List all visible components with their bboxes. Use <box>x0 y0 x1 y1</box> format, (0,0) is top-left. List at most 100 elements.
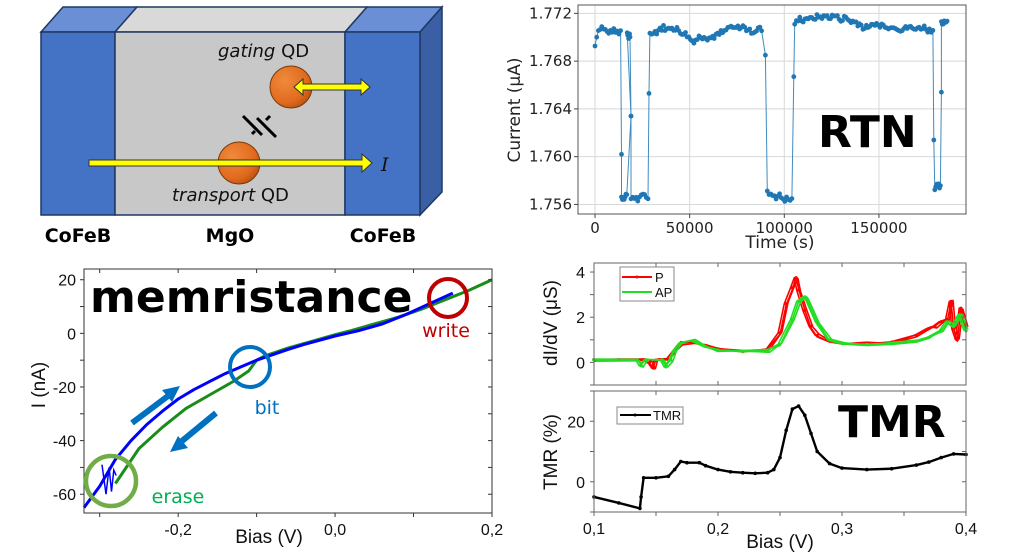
mem-xtick-label: -0,2 <box>164 522 192 539</box>
transport-qd-label: transport QD <box>172 185 289 206</box>
didv-ap-point <box>815 320 819 324</box>
didv-ap-point <box>669 358 673 362</box>
rtn-data-point <box>594 34 600 40</box>
reverse-sweep-arrow-icon <box>170 410 218 452</box>
forward-sweep-arrow-icon <box>130 386 180 426</box>
rtn-xtick-label: 50000 <box>666 219 714 237</box>
didv-ap-point <box>803 295 807 299</box>
didv-p-point <box>803 308 807 312</box>
didv-ap-point <box>691 339 695 343</box>
tmr-line <box>593 404 967 510</box>
legend-tmr: TMR <box>653 408 681 423</box>
rtn-ytick-label: 1.760 <box>529 148 572 166</box>
didv-ap-point <box>958 313 962 317</box>
rtn-ytick-label: 1.764 <box>529 100 572 118</box>
mem-ytick-label: -40 <box>53 434 76 451</box>
rtn-data-point <box>795 18 801 24</box>
didv-ap-point <box>840 341 844 345</box>
tmr-point <box>685 460 689 465</box>
capacitor-icon <box>241 114 278 139</box>
tunneling-double-arrow-icon <box>293 77 371 97</box>
didv-p-point <box>933 324 937 328</box>
rtn-xtick-label: 0 <box>590 219 600 237</box>
didv-p-point <box>790 286 795 290</box>
tmr-point <box>809 431 813 436</box>
didv-ap-point <box>716 348 720 352</box>
rtn-data-point <box>931 137 937 143</box>
didv-ap-point <box>927 336 931 340</box>
rtn-data-point <box>938 183 943 189</box>
didv-p-point <box>809 324 813 328</box>
rtn-data-point <box>939 89 944 95</box>
rtn-data-point <box>627 34 633 40</box>
mem-annotation: memristance <box>90 272 412 323</box>
tmr-point <box>716 467 720 472</box>
tmr-point <box>765 470 770 475</box>
didv-ylabel: dI/dV (μS) <box>541 280 562 366</box>
rtn-data-point <box>645 196 651 202</box>
tmr-point <box>790 407 795 411</box>
didv-p-point <box>955 338 959 342</box>
didv-ap-line <box>595 296 969 368</box>
rtn-data-point <box>618 28 623 34</box>
tmr-point <box>654 476 658 480</box>
didv-p-point <box>651 366 656 370</box>
rtn-data-point <box>791 74 797 80</box>
didv-ap-point <box>945 320 950 324</box>
rtn-data-point <box>797 14 803 20</box>
rtn-ytick-label: 1.768 <box>529 52 572 70</box>
didv-ap-point <box>741 350 745 354</box>
didv-ap-point <box>635 358 640 362</box>
memristance-chart: -0,2 0,0 0,2 20 0 -20 -40 -60 write bit erase I… <box>29 268 503 548</box>
didv-ap-point <box>797 299 801 303</box>
rtn-xtick-label: 100000 <box>756 219 813 237</box>
didv-ytick-label: 2 <box>576 310 585 327</box>
rtn-data-point <box>858 22 864 28</box>
write-marker-circle <box>427 277 469 319</box>
mem-ytick-label: 20 <box>58 273 76 290</box>
rtn-ytick-label: 1.772 <box>529 4 572 22</box>
didv-p-point <box>815 333 819 337</box>
tmr-xtick-label: 0,1 <box>583 521 605 538</box>
tmr-legend: TMR <box>616 406 684 425</box>
tmr-point <box>617 501 621 505</box>
didv-p-point <box>927 326 931 331</box>
didv-ap-point <box>952 324 956 328</box>
write-annotation: write <box>422 320 470 342</box>
rtn-data-point <box>683 30 688 35</box>
tmr-point <box>865 467 869 472</box>
didv-p-point <box>949 299 953 303</box>
didv-ap-point <box>679 341 683 345</box>
tmr-point <box>796 404 801 408</box>
rtn-data-point <box>747 26 753 32</box>
didv-ap-point <box>660 358 664 362</box>
rtn-data-point <box>835 13 840 18</box>
rtn-data-point <box>930 28 936 33</box>
right-electrode <box>344 31 421 216</box>
forward-sweep-line <box>82 291 454 509</box>
tmr-ylabel: TMR (%) <box>541 414 562 490</box>
legend-ap: AP <box>655 285 672 300</box>
didv-p-point <box>939 320 943 324</box>
didv-p-point <box>784 302 788 306</box>
didv-ap-point <box>805 297 809 301</box>
tmr-point <box>784 428 788 433</box>
rtn-data-point <box>646 91 652 96</box>
rtn-annotation: RTN <box>818 107 917 158</box>
tmr-point <box>753 471 757 476</box>
rtn-data-point <box>777 191 782 197</box>
didv-ap-point <box>664 365 668 369</box>
mem-xtick-label: 0,0 <box>324 522 346 539</box>
rtn-data-point <box>592 43 598 49</box>
didv-p-point <box>914 333 919 337</box>
didv-ap-point <box>914 339 919 343</box>
didv-p-point <box>778 331 782 335</box>
barrier <box>114 31 346 216</box>
rtn-data-point <box>763 52 768 58</box>
tmr-point <box>666 474 671 479</box>
rtn-data-point <box>944 18 950 24</box>
bit-marker-circle <box>228 345 272 389</box>
didv-p-point <box>945 317 950 322</box>
rtn-data-point <box>628 113 634 119</box>
tmr-point <box>703 463 708 468</box>
